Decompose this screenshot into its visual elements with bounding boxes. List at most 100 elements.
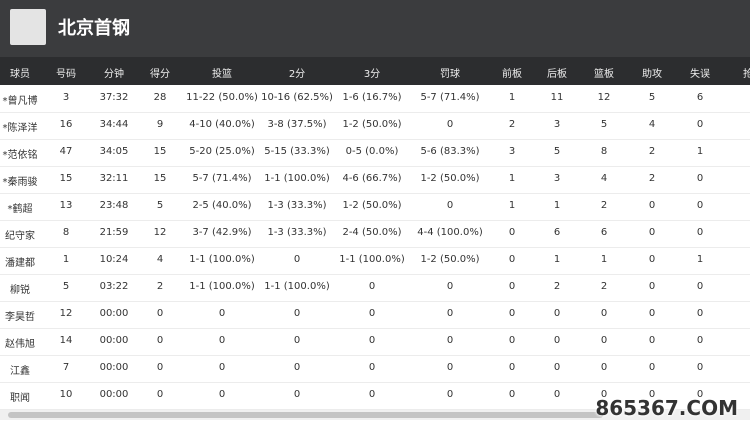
stat-cell: 1-1 (100.0%) — [339, 254, 405, 265]
stat-cell: 11 — [550, 92, 564, 103]
table-row: 职闻 10 00:00 0 0 0 0 0 0 0 0 0 0 — [0, 382, 750, 410]
watermark: 865367.COM — [595, 396, 738, 420]
stat-cell: 0 — [446, 362, 454, 373]
stat-cell: 0 — [508, 281, 516, 292]
stat-cell: 00:00 — [99, 308, 129, 319]
player-name: 江鑫 — [10, 366, 30, 377]
scrollbar[interactable] — [0, 410, 750, 420]
stat-cell: 8 — [600, 146, 608, 157]
player-name: *曾凡博 — [2, 96, 38, 107]
stat-cell: 10-16 (62.5%) — [261, 92, 333, 103]
player-name: 纪守家 — [5, 231, 35, 242]
stat-cell: 0 — [553, 308, 561, 319]
stat-cell: 1-1 (100.0%) — [264, 173, 330, 184]
stat-cell: 0 — [648, 254, 656, 265]
stat-cell: 1 — [553, 254, 561, 265]
stat-cell: 0 — [696, 281, 704, 292]
stat-cell: 0 — [293, 308, 301, 319]
stat-cell: 0 — [508, 389, 516, 400]
stat-cell: 1 — [508, 200, 516, 211]
stat-cell: 0 — [508, 308, 516, 319]
column-header: 号码 — [56, 69, 76, 80]
stat-cell: 1-1 (100.0%) — [189, 281, 255, 292]
team-logo — [10, 9, 46, 45]
stat-cell: 4-10 (40.0%) — [189, 119, 255, 130]
stat-cell: 0 — [368, 281, 376, 292]
table-row: *鹤超 13 23:48 5 2-5 (40.0%) 1-3 (33.3%) 1-2 (50… — [0, 193, 750, 221]
stat-cell: 0 — [293, 389, 301, 400]
stat-cell: 0 — [600, 308, 608, 319]
column-header: 失误 — [690, 69, 710, 80]
column-header: 罚球 — [440, 69, 460, 80]
stat-cell: 3 — [553, 119, 561, 130]
stat-cell: 0 — [553, 362, 561, 373]
table-row: *秦雨骏 15 32:11 15 5-7 (71.4%) 1-1 (100.0%) 4-6 … — [0, 166, 750, 194]
stat-cell: 0-5 (0.0%) — [345, 146, 399, 157]
player-name: *范依铭 — [2, 150, 38, 161]
stat-cell: 4 — [648, 119, 656, 130]
stat-cell: 2 — [648, 173, 656, 184]
stat-cell: 3-7 (42.9%) — [192, 227, 252, 238]
stat-cell: 5 — [600, 119, 608, 130]
stat-cell: 15 — [59, 173, 73, 184]
stat-cell: 0 — [508, 335, 516, 346]
stat-cell: 0 — [218, 335, 226, 346]
table-row: 柳锐 5 03:22 2 1-1 (100.0%) 1-1 (100.0%) 0 0 0 2 2 0 0 — [0, 274, 750, 302]
stat-cell: 3 — [62, 92, 70, 103]
stat-cell: 2 — [600, 281, 608, 292]
stat-cell: 0 — [648, 335, 656, 346]
stat-cell: 0 — [648, 200, 656, 211]
stat-cell: 0 — [156, 335, 164, 346]
stat-cell: 5 — [62, 281, 70, 292]
stat-cell: 1-6 (16.7%) — [342, 92, 402, 103]
stat-cell: 47 — [59, 146, 73, 157]
stat-cell: 0 — [696, 173, 704, 184]
stat-cell: 4-6 (66.7%) — [342, 173, 402, 184]
stat-cell: 1 — [600, 254, 608, 265]
stat-cell: 0 — [600, 362, 608, 373]
stat-cell: 5-15 (33.3%) — [264, 146, 330, 157]
stat-cell: 00:00 — [99, 362, 129, 373]
column-header: 前板 — [502, 69, 522, 80]
stat-cell: 1-2 (50.0%) — [342, 200, 402, 211]
stat-cell: 0 — [696, 389, 704, 400]
stat-cell: 2 — [648, 146, 656, 157]
stat-cell: 0 — [446, 335, 454, 346]
column-header: 篮板 — [594, 69, 614, 80]
stat-cell: 4-4 (100.0%) — [417, 227, 483, 238]
stat-cell: 5-6 (83.3%) — [420, 146, 480, 157]
stat-cell: 0 — [600, 389, 608, 400]
stat-cell: 0 — [696, 335, 704, 346]
stat-cell: 4 — [600, 173, 608, 184]
stat-cell: 23:48 — [99, 200, 129, 211]
stat-cell: 37:32 — [99, 92, 129, 103]
stat-cell: 0 — [293, 254, 301, 265]
table-header: 球员 号码 分钟 得分 投篮 2分 3分 罚球 前板 后板 篮板 助攻 失误 抢 — [0, 57, 750, 85]
stat-cell: 32:11 — [99, 173, 129, 184]
stat-cell: 12 — [597, 92, 611, 103]
stat-cell: 3-8 (37.5%) — [267, 119, 327, 130]
stat-cell: 00:00 — [99, 335, 129, 346]
scroll-thumb[interactable] — [8, 412, 603, 418]
stat-cell: 2-5 (40.0%) — [192, 200, 252, 211]
stat-cell: 5-20 (25.0%) — [189, 146, 255, 157]
table-row: 潘建都 1 10:24 4 1-1 (100.0%) 0 1-1 (100.0%) 1-2 (… — [0, 247, 750, 275]
stat-cell: 0 — [696, 119, 704, 130]
player-name: 赵伟旭 — [5, 339, 35, 350]
stat-cell: 6 — [553, 227, 561, 238]
stat-cell: 1 — [508, 92, 516, 103]
stat-cell: 0 — [446, 119, 454, 130]
stat-cell: 6 — [696, 92, 704, 103]
stat-cell: 34:44 — [99, 119, 129, 130]
stat-cell: 2-4 (50.0%) — [342, 227, 402, 238]
column-header: 投篮 — [212, 69, 232, 80]
stat-cell: 12 — [59, 308, 73, 319]
stat-cell: 0 — [156, 389, 164, 400]
stat-cell: 0 — [218, 308, 226, 319]
table-row: *陈泽洋 16 34:44 9 4-10 (40.0%) 3-8 (37.5%) 1-2 (… — [0, 112, 750, 140]
stat-cell: 4 — [156, 254, 164, 265]
stat-cell: 8 — [62, 227, 70, 238]
column-header: 抢 — [743, 69, 750, 80]
stat-cell: 15 — [153, 146, 167, 157]
stat-cell: 0 — [293, 362, 301, 373]
